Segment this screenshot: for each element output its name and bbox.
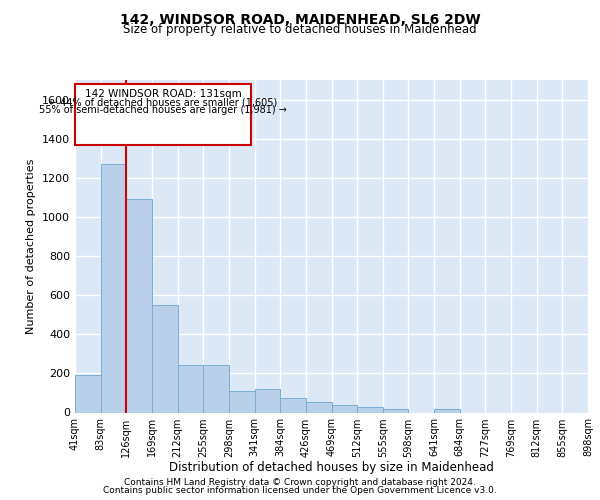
Bar <box>280 398 306 412</box>
Bar <box>101 164 127 412</box>
Bar <box>203 364 229 412</box>
FancyBboxPatch shape <box>75 84 251 144</box>
Bar <box>332 404 357 412</box>
Y-axis label: Number of detached properties: Number of detached properties <box>26 158 37 334</box>
Bar <box>383 408 409 412</box>
Bar <box>229 391 254 412</box>
Bar <box>75 376 101 412</box>
Text: 142, WINDSOR ROAD, MAIDENHEAD, SL6 2DW: 142, WINDSOR ROAD, MAIDENHEAD, SL6 2DW <box>119 12 481 26</box>
Text: Contains HM Land Registry data © Crown copyright and database right 2024.: Contains HM Land Registry data © Crown c… <box>124 478 476 487</box>
Text: Contains public sector information licensed under the Open Government Licence v3: Contains public sector information licen… <box>103 486 497 495</box>
Text: ← 44% of detached houses are smaller (1,605): ← 44% of detached houses are smaller (1,… <box>49 97 277 107</box>
Text: 55% of semi-detached houses are larger (1,981) →: 55% of semi-detached houses are larger (… <box>39 105 287 115</box>
Text: 142 WINDSOR ROAD: 131sqm: 142 WINDSOR ROAD: 131sqm <box>85 90 241 100</box>
Bar <box>152 305 178 412</box>
X-axis label: Distribution of detached houses by size in Maidenhead: Distribution of detached houses by size … <box>169 461 494 474</box>
Bar <box>434 408 460 412</box>
Text: Size of property relative to detached houses in Maidenhead: Size of property relative to detached ho… <box>123 22 477 36</box>
Bar <box>127 200 152 412</box>
Bar <box>306 402 331 412</box>
Bar <box>357 406 383 412</box>
Bar <box>178 364 203 412</box>
Bar <box>254 389 280 412</box>
